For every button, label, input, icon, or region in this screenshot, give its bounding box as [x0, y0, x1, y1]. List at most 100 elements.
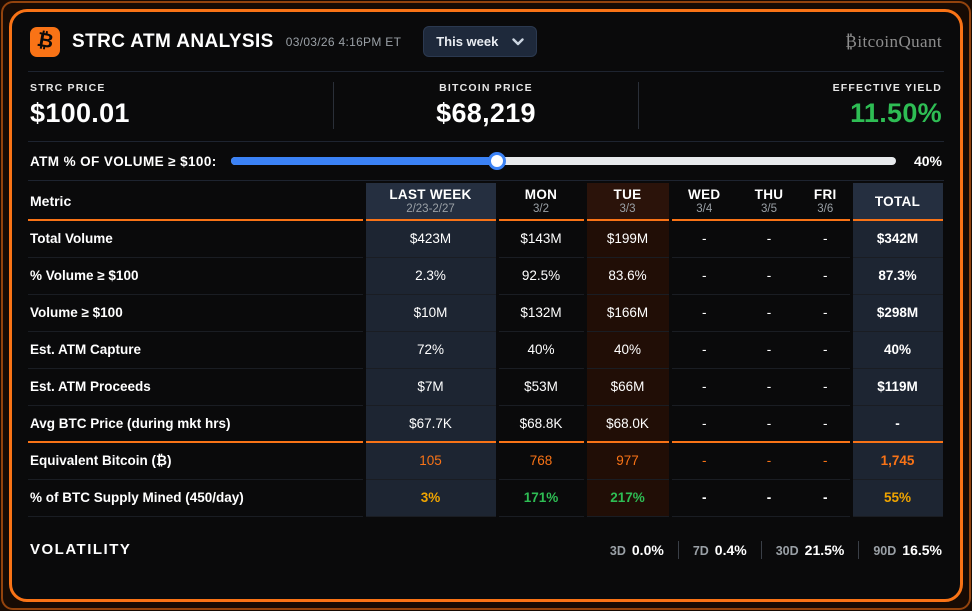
col-header-tue: TUE 3/3 [583, 183, 672, 221]
cell: - [801, 405, 851, 443]
volatility-item-30d: 30D 21.5% [775, 541, 845, 558]
stat-value: 11.50% [850, 98, 942, 128]
cell: - [801, 257, 851, 295]
cell: $166M [583, 294, 672, 332]
page-title: STRC ATM ANALYSIS [72, 30, 274, 52]
metric-label: % of BTC Supply Mined (450/day) [28, 479, 364, 517]
cell: - [801, 442, 851, 480]
cell: - [801, 331, 851, 369]
cell: - [670, 331, 737, 369]
stat-label: STRC PRICE [30, 82, 106, 94]
volatility-values: 3D 0.0% 7D 0.4% 30D 21.5% 90D 16.5% [609, 540, 942, 559]
table-row: Est. ATM Proceeds $7M $53M $66M - - - $1… [28, 368, 946, 406]
cell: - [737, 442, 801, 480]
cell: - [737, 257, 801, 295]
cell: 40% [583, 331, 672, 369]
col-header-thu: THU 3/5 [737, 183, 801, 221]
header: ₿ STRC ATM ANALYSIS 03/03/26 4:16PM ET T… [28, 12, 944, 72]
volatility-item-3d: 3D 0.0% [609, 541, 664, 558]
cell: - [670, 368, 737, 406]
metric-label: Volume ≥ $100 [28, 294, 364, 332]
cell: 2.3% [362, 257, 499, 295]
cell: $143M [497, 220, 585, 258]
divider [677, 540, 679, 559]
cell-total: 87.3% [849, 257, 946, 295]
cell: $68.8K [497, 405, 585, 443]
atm-volume-slider-row: ATM % OF VOLUME ≥ $100: 40% [28, 142, 944, 181]
period-dropdown[interactable]: This week [423, 26, 538, 57]
cell: 768 [497, 442, 585, 480]
col-header-wed: WED 3/4 [670, 183, 737, 221]
slider-fill [230, 157, 497, 165]
cell: - [737, 220, 801, 258]
cell-total: 40% [849, 331, 946, 369]
cell: 92.5% [497, 257, 585, 295]
cell: $7M [362, 368, 499, 406]
table-row: % Volume ≥ $100 2.3% 92.5% 83.6% - - - 8… [28, 257, 946, 295]
cell: $67.7K [362, 405, 499, 443]
dashboard-card: ₿ STRC ATM ANALYSIS 03/03/26 4:16PM ET T… [9, 9, 963, 602]
stat-value: $100.01 [30, 98, 130, 128]
metric-label: % Volume ≥ $100 [28, 257, 364, 295]
metric-label: Total Volume [28, 220, 364, 258]
volatility-item-90d: 90D 16.5% [873, 541, 942, 558]
cell: $66M [583, 368, 672, 406]
table-row: Est. ATM Capture 72% 40% 40% - - - 40% [28, 331, 946, 369]
cell: 40% [497, 331, 585, 369]
col-header-lastweek: LAST WEEK 2/23-2/27 [362, 183, 499, 221]
table-row: Total Volume $423M $143M $199M - - - $34… [28, 220, 946, 258]
slider-thumb[interactable] [487, 152, 506, 170]
cell: 72% [362, 331, 499, 369]
table-row: Volume ≥ $100 $10M $132M $166M - - - $29… [28, 294, 946, 332]
cell: $132M [497, 294, 585, 332]
slider-label: ATM % OF VOLUME ≥ $100: [30, 153, 217, 169]
slider-track[interactable] [230, 152, 896, 170]
timestamp: 03/03/26 4:16PM ET [285, 34, 402, 49]
col-header-total: TOTAL [849, 183, 946, 221]
cell: - [801, 294, 851, 332]
cell-total: $342M [849, 220, 946, 258]
stat-strc-price: STRC PRICE $100.01 [30, 82, 333, 129]
cell: - [670, 294, 737, 332]
volatility-footer: VOLATILITY 3D 0.0% 7D 0.4% 30D 21.5% 90D… [28, 531, 944, 559]
cell: - [737, 405, 801, 443]
cell-total: $119M [849, 368, 946, 406]
table-row: % of BTC Supply Mined (450/day) 3% 171% … [28, 479, 946, 517]
volatility-item-7d: 7D 0.4% [692, 541, 747, 558]
cell: $423M [362, 220, 499, 258]
slider-value: 40% [913, 153, 942, 169]
cell: 171% [497, 479, 585, 517]
cell: - [801, 479, 851, 517]
table-header-row: Metric LAST WEEK 2/23-2/27 MON 3/2 TUE 3… [28, 183, 946, 221]
cell: - [670, 257, 737, 295]
cell: $53M [497, 368, 585, 406]
cell: - [670, 442, 737, 480]
metric-label: Est. ATM Capture [28, 331, 364, 369]
stat-value: $68,219 [436, 98, 536, 128]
cell-total: 55% [849, 479, 946, 517]
col-header-mon: MON 3/2 [497, 183, 585, 221]
metric-label: Est. ATM Proceeds [28, 368, 364, 406]
cell-total: - [849, 405, 946, 443]
table-row: Avg BTC Price (during mkt hrs) $67.7K $6… [28, 405, 946, 443]
stats-row: STRC PRICE $100.01 BITCOIN PRICE $68,219… [28, 72, 944, 142]
stat-bitcoin-price: BITCOIN PRICE $68,219 [333, 82, 637, 129]
cell: - [670, 479, 737, 517]
cell: $199M [583, 220, 672, 258]
metric-label: Equivalent Bitcoin (₿) [28, 442, 364, 480]
cell: - [737, 479, 801, 517]
cell-total: 1,745 [849, 442, 946, 480]
brand-logo: ₿itcoinQuant [845, 31, 942, 51]
cell: $68.0K [583, 405, 672, 443]
stat-label: BITCOIN PRICE [439, 82, 533, 94]
col-header-fri: FRI 3/6 [801, 183, 851, 221]
cell: $10M [362, 294, 499, 332]
cell-total: $298M [849, 294, 946, 332]
metric-label: Avg BTC Price (during mkt hrs) [28, 405, 364, 443]
cell: - [801, 368, 851, 406]
cell: 83.6% [583, 257, 672, 295]
cell: 217% [583, 479, 672, 517]
cell: 977 [583, 442, 672, 480]
divider [760, 540, 762, 559]
stat-label: EFFECTIVE YIELD [832, 82, 942, 94]
